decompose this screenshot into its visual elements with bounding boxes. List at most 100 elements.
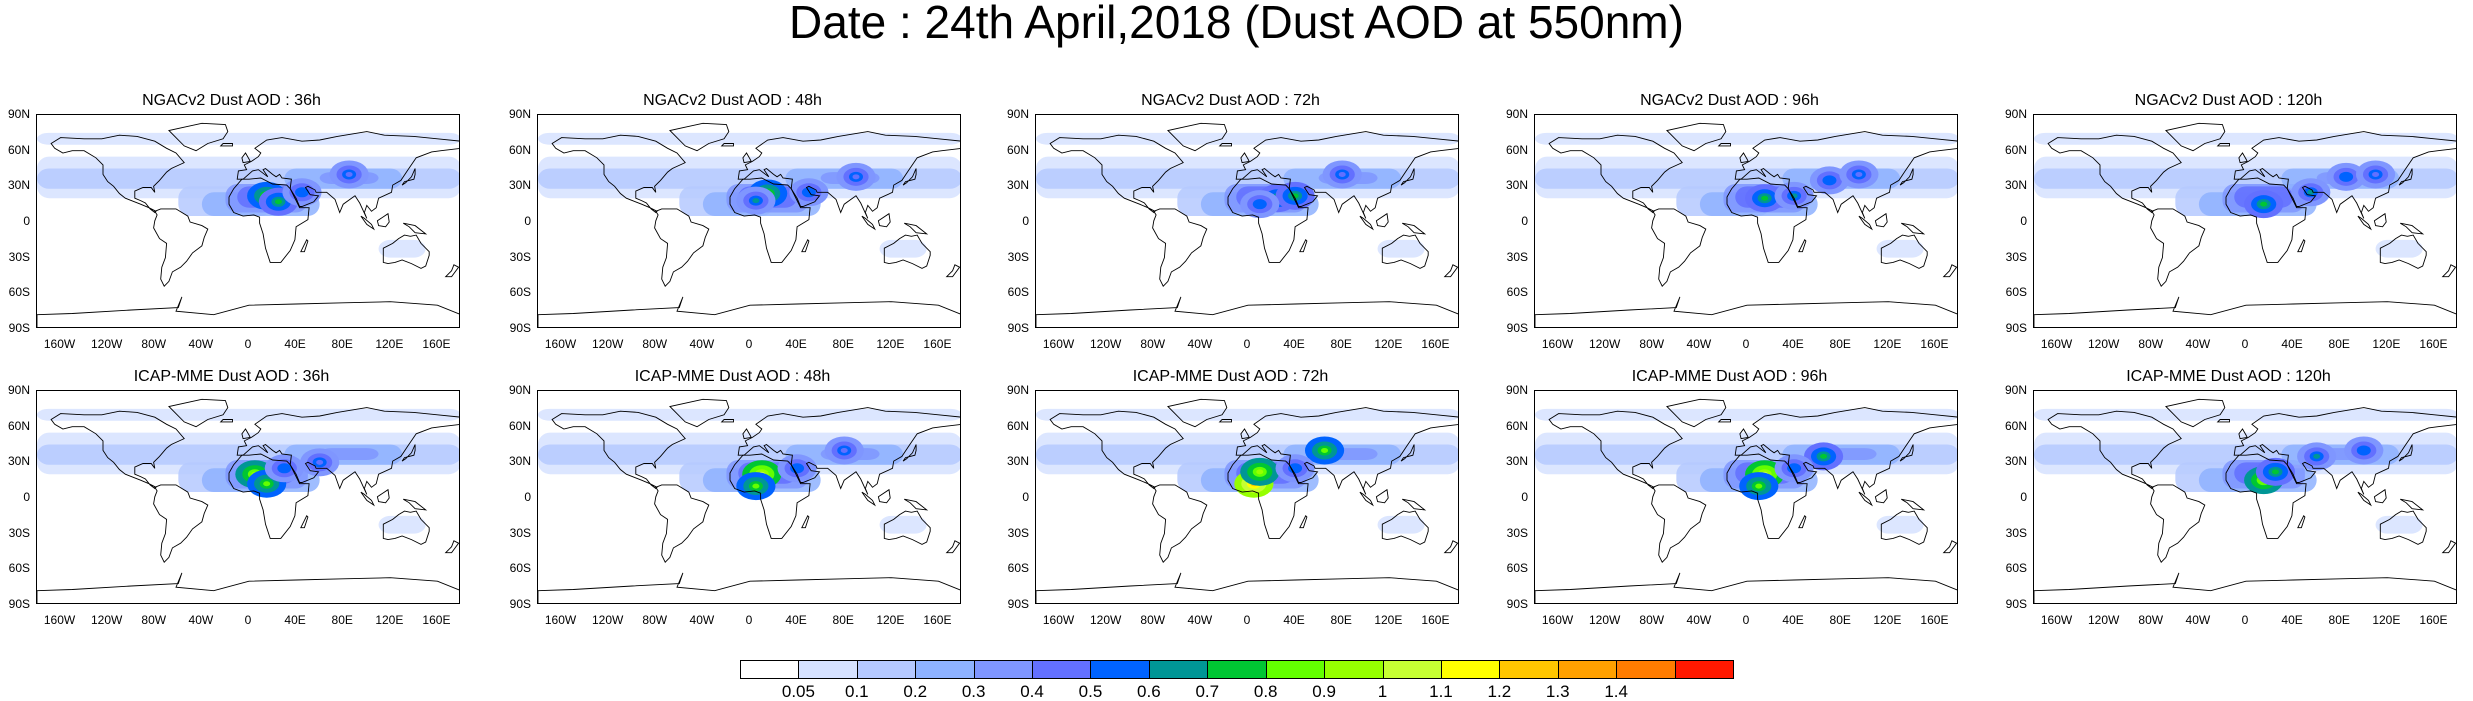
panel-title: NGACv2 Dust AOD : 120h xyxy=(2134,92,2323,109)
lon-tick-label: 120E xyxy=(2372,337,2401,351)
panel-title: NGACv2 Dust AOD : 36h xyxy=(142,92,321,109)
lat-tick-label: 90N xyxy=(1006,383,1029,397)
coastline xyxy=(2034,572,2456,603)
dust-haze-band xyxy=(1876,515,1924,534)
lat-tick-label: 60N xyxy=(508,142,531,157)
lon-tick-label: 120W xyxy=(2087,613,2120,627)
aod-hotspot xyxy=(1855,171,1863,177)
colorbar-swatch xyxy=(1616,660,1676,679)
lon-tick-label: 80W xyxy=(642,613,668,627)
coastline xyxy=(801,239,810,253)
coastline xyxy=(902,444,917,462)
lon-tick-label: 160W xyxy=(544,337,577,351)
dust-haze-band xyxy=(1535,408,1957,421)
colorbar xyxy=(740,660,1734,680)
aod-hotspot xyxy=(2372,171,2380,177)
coastline xyxy=(1717,143,1731,147)
colorbar-label: 1 xyxy=(1377,682,1388,701)
coastline xyxy=(1739,428,1749,440)
lat-tick-label: 60S xyxy=(509,561,531,576)
coastline xyxy=(1651,208,1707,287)
panel-title: ICAP-MME Dust AOD : 36h xyxy=(133,368,330,385)
colorbar-label: 0.2 xyxy=(903,682,928,701)
coastline xyxy=(2400,498,2425,511)
coastline xyxy=(1739,152,1749,164)
lon-tick-label: 40W xyxy=(1187,613,1213,627)
coastline xyxy=(883,510,931,545)
coastline xyxy=(737,407,960,495)
colorbar-label: 0.9 xyxy=(1312,682,1336,701)
lon-tick-label: 160E xyxy=(1421,337,1450,351)
aod-hotspot xyxy=(316,459,324,465)
coastline xyxy=(241,152,251,164)
coastline xyxy=(669,398,730,428)
coastline xyxy=(1299,239,1308,253)
lat-tick-label: 60N xyxy=(1505,142,1528,157)
coastline xyxy=(2225,453,2307,539)
lat-tick-label: 90N xyxy=(508,383,531,397)
panel-title: NGACv2 Dust AOD : 72h xyxy=(1141,92,1320,109)
dust-haze-band xyxy=(1876,239,1924,258)
lat-tick-label: 30S xyxy=(8,525,30,540)
lon-tick-label: 80E xyxy=(331,613,353,627)
coastline xyxy=(236,131,459,219)
lat-tick-label: 60N xyxy=(1006,418,1029,433)
lat-tick-label: 30N xyxy=(508,178,531,193)
colorbar-swatch xyxy=(973,660,1034,679)
lat-tick-label: 90N xyxy=(7,107,30,121)
map-area xyxy=(537,390,961,604)
coastline xyxy=(1049,410,1184,490)
coastline xyxy=(1858,215,1873,231)
coastline xyxy=(720,419,734,423)
lat-tick-label: 90S xyxy=(1007,597,1029,611)
coastline xyxy=(1942,264,1957,278)
coastline xyxy=(1402,222,1427,235)
map-panel: NGACv2 Dust AOD : 48h 90N 60N 30N 0 30S 60S 90S… xyxy=(501,92,964,358)
lon-tick-label: 40W xyxy=(2185,613,2211,627)
lon-tick-label: 160E xyxy=(923,613,952,627)
lat-tick-label: 0 xyxy=(1022,214,1029,228)
lon-tick-label: 40E xyxy=(785,337,807,351)
lat-tick-label: 0 xyxy=(1521,214,1528,228)
lat-tick-label: 30S xyxy=(2005,249,2027,264)
coastline xyxy=(1666,122,1727,152)
coastline xyxy=(2047,410,2182,490)
lon-tick-label: 160W xyxy=(1541,613,1574,627)
lon-tick-label: 80W xyxy=(1639,613,1665,627)
lon-tick-label: 80E xyxy=(2328,613,2350,627)
lon-tick-label: 40W xyxy=(689,337,715,351)
lat-tick-label: 30N xyxy=(7,454,30,469)
coastline xyxy=(382,510,430,545)
coastline xyxy=(403,498,428,511)
dust-haze-band xyxy=(2375,239,2423,258)
lat-tick-label: 90S xyxy=(8,597,30,611)
colorbar-swatch xyxy=(1499,660,1559,679)
aod-hotspot xyxy=(274,199,282,205)
colorbar-swatch xyxy=(1207,660,1267,679)
coastline xyxy=(2297,515,2306,529)
lat-tick-label: 90S xyxy=(509,321,531,335)
lon-tick-label: 80W xyxy=(1140,337,1166,351)
lat-tick-label: 30N xyxy=(508,454,531,469)
coastline xyxy=(219,419,233,423)
coastline xyxy=(2150,484,2206,563)
coastline xyxy=(1235,131,1458,219)
coastline xyxy=(1548,134,1683,214)
lon-tick-label: 120W xyxy=(1089,613,1122,627)
coastline xyxy=(551,134,686,214)
map-area xyxy=(1035,390,1459,604)
lat-tick-label: 0 xyxy=(23,214,30,228)
colorbar-label: 1.2 xyxy=(1487,682,1512,701)
coastline xyxy=(1240,152,1250,164)
lat-tick-label: 60S xyxy=(8,561,30,576)
colorbar-swatch xyxy=(1557,660,1618,679)
lon-tick-label: 80W xyxy=(2138,337,2164,351)
aod-hotspot xyxy=(263,481,271,487)
map-panel: NGACv2 Dust AOD : 96h 90N 60N 30N 0 30S 60S 90S… xyxy=(1498,92,1961,358)
coastline xyxy=(904,222,929,235)
lon-tick-label: 0 xyxy=(2241,613,2249,627)
coastline xyxy=(2400,222,2425,235)
colorbar-swatch xyxy=(1090,660,1150,679)
lon-tick-label: 160E xyxy=(422,613,451,627)
lon-tick-label: 120E xyxy=(1374,613,1403,627)
